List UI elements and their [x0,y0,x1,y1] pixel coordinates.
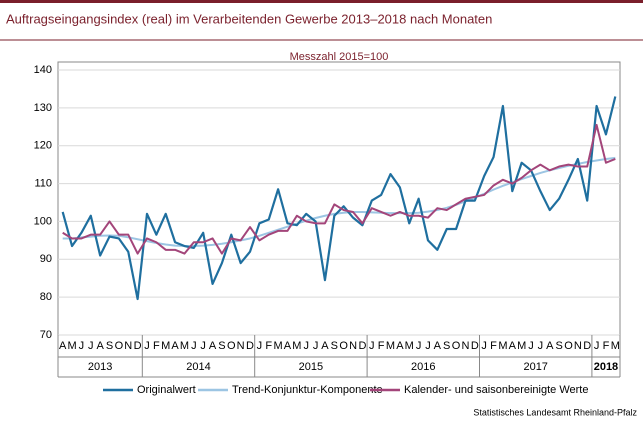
x-tick-label: N [124,340,132,352]
subtitle: Messzahl 2015=100 [290,51,389,63]
x-tick-label: F [603,340,610,352]
year-label: 2015 [299,361,323,373]
x-tick-label: A [546,340,554,352]
x-tick-label: J [144,340,150,352]
x-tick-label: S [331,340,338,352]
x-tick-label: S [555,340,562,352]
chart-title: Auftragseingangsindex (real) im Verarbei… [6,11,492,26]
x-tick-label: A [509,340,517,352]
x-tick-label: N [237,340,245,352]
x-tick-label: J [369,340,375,352]
x-tick-label: F [490,340,497,352]
x-tick-label: A [59,340,67,352]
y-tick-label: 100 [34,215,52,227]
x-tick-label: D [134,340,142,352]
y-tick-label: 140 [34,64,52,76]
x-tick-label: N [574,340,582,352]
legend-label: Trend-Konjunktur-Komponente [232,384,383,396]
y-tick-label: 90 [40,253,52,265]
x-tick-label: N [349,340,357,352]
x-tick-label: D [583,340,591,352]
x-tick-label: A [396,340,404,352]
legend-label: Originalwert [137,384,196,396]
x-tick-label: J [594,340,600,352]
series-line [61,96,617,301]
x-tick-label: A [284,340,292,352]
x-tick-label: M [67,340,76,352]
x-tick-label: M [611,340,620,352]
x-tick-label: A [171,340,179,352]
year-label: 2014 [186,361,210,373]
legend-label: Kalender- und saisonbereinigte Werte [404,384,588,396]
x-tick-label: O [452,340,461,352]
top-rule [0,0,643,3]
x-tick-label: J [200,340,206,352]
x-tick-label: M [274,340,283,352]
x-tick-label: M [498,340,507,352]
x-tick-label: J [79,340,85,352]
x-tick-label: A [96,340,104,352]
x-tick-label: A [209,340,217,352]
x-tick-label: J [416,340,422,352]
x-tick-label: F [265,340,272,352]
x-tick-label: M [161,340,170,352]
x-tick-label: N [461,340,469,352]
y-tick-label: 70 [40,329,52,341]
x-tick-label: S [106,340,113,352]
x-tick-label: A [321,340,329,352]
source: Statistisches Landesamt Rheinland-Pfalz [473,407,637,417]
x-tick-label: M [386,340,395,352]
x-tick-label: J [528,340,534,352]
x-tick-label: D [246,340,254,352]
x-tick-label: M [180,340,189,352]
year-label: 2013 [88,361,112,373]
x-tick-label: O [339,340,348,352]
x-tick-label: D [358,340,366,352]
y-tick-label: 130 [34,102,52,114]
x-tick-label: O [115,340,124,352]
x-tick-label: J [481,340,487,352]
x-tick-label: J [538,340,544,352]
x-tick-label: J [191,340,197,352]
x-tick-label: A [434,340,442,352]
x-tick-label: M [517,340,526,352]
x-tick-label: M [405,340,414,352]
x-tick-label: M [292,340,301,352]
y-tick-label: 80 [40,291,52,303]
x-tick-label: F [153,340,160,352]
x-tick-label: J [313,340,319,352]
x-tick-label: O [227,340,236,352]
x-tick-label: S [443,340,450,352]
x-tick-label: J [88,340,94,352]
series-line [62,123,616,255]
plot-frame [57,61,621,336]
x-tick-label: S [218,340,225,352]
x-tick-label: J [425,340,431,352]
year-label: 2017 [523,361,547,373]
y-tick-label: 110 [34,177,52,189]
x-tick-label: O [564,340,573,352]
y-tick-label: 120 [34,140,52,152]
x-tick-label: J [257,340,263,352]
x-tick-label: J [303,340,309,352]
x-tick-label: F [378,340,385,352]
x-tick-label: D [471,340,479,352]
year-label: 2018 [594,361,618,373]
year-label: 2016 [411,361,435,373]
